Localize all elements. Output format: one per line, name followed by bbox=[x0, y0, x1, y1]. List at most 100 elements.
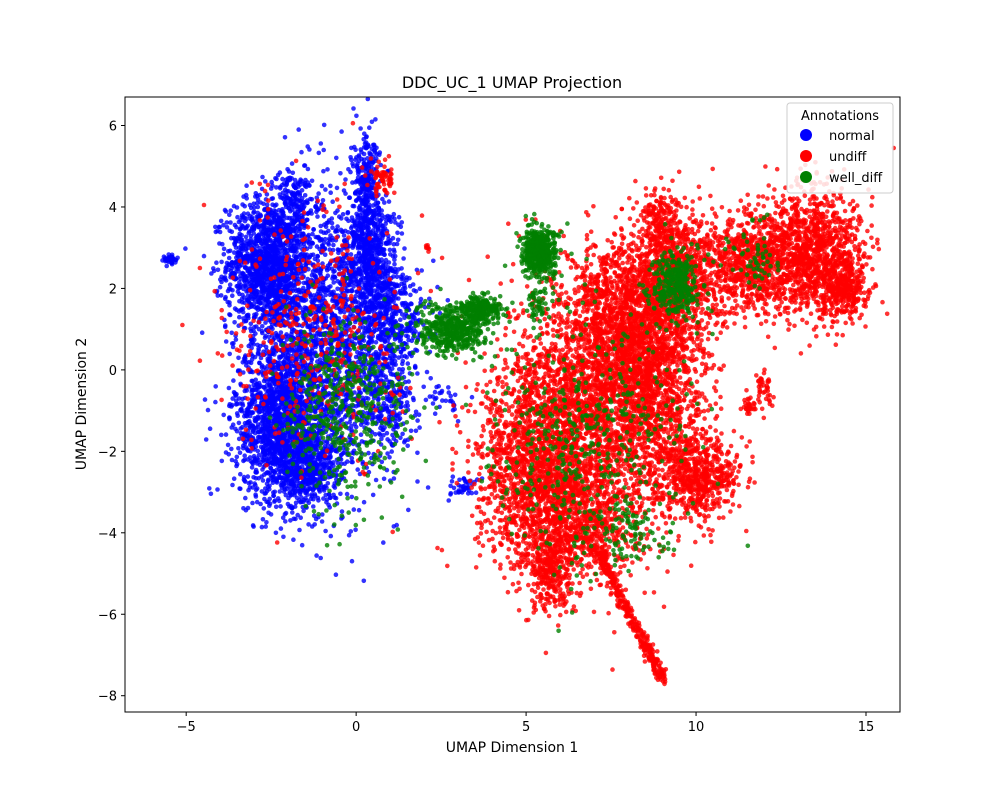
scatter-point bbox=[315, 214, 320, 219]
scatter-point bbox=[271, 417, 277, 423]
scatter-point bbox=[399, 231, 405, 236]
scatter-point bbox=[263, 344, 269, 350]
scatter-point bbox=[241, 211, 247, 216]
scatter-point bbox=[242, 218, 248, 224]
scatter-point bbox=[321, 288, 326, 293]
scatter-point bbox=[235, 413, 240, 419]
scatter-point bbox=[201, 253, 207, 259]
scatter-point bbox=[406, 507, 411, 513]
scatter-point bbox=[248, 458, 254, 464]
scatter-point bbox=[254, 291, 259, 296]
scatter-point bbox=[312, 409, 318, 414]
scatter-point bbox=[238, 426, 243, 431]
scatter-point bbox=[263, 240, 268, 246]
scatter-point bbox=[231, 378, 236, 383]
scatter-point bbox=[253, 487, 259, 493]
scatter-point bbox=[199, 330, 205, 336]
scatter-point bbox=[255, 448, 261, 454]
scatter-point bbox=[246, 481, 252, 486]
scatter-point bbox=[263, 179, 268, 184]
scatter-point bbox=[263, 486, 268, 491]
scatter-point bbox=[289, 329, 295, 335]
scatter-point bbox=[207, 486, 212, 491]
scatter-point bbox=[254, 305, 260, 310]
scatter-point bbox=[274, 292, 280, 298]
scatter-point bbox=[333, 572, 339, 577]
scatter-point bbox=[361, 499, 367, 505]
scatter-point bbox=[330, 238, 335, 243]
scatter-point bbox=[297, 305, 303, 310]
scatter-point bbox=[222, 324, 228, 330]
scatter-point bbox=[258, 383, 263, 388]
scatter-point bbox=[202, 397, 208, 402]
scatter-point bbox=[271, 490, 276, 495]
scatter-point bbox=[318, 141, 324, 146]
scatter-point bbox=[338, 171, 343, 176]
scatter-point bbox=[308, 294, 314, 300]
scatter-point bbox=[299, 149, 304, 155]
scatter-point bbox=[276, 207, 282, 213]
scatter-point bbox=[230, 344, 236, 350]
scatter-point bbox=[255, 272, 261, 278]
scatter-point bbox=[237, 280, 242, 285]
scatter-point bbox=[256, 476, 262, 481]
scatter-point bbox=[266, 334, 272, 340]
scatter-point bbox=[251, 231, 256, 236]
scatter-point bbox=[250, 429, 255, 435]
scatter-point bbox=[219, 458, 225, 464]
scatter-point bbox=[260, 324, 265, 329]
scatter-point bbox=[245, 223, 250, 229]
scatter-point bbox=[229, 457, 235, 463]
scatter-point bbox=[268, 285, 273, 290]
scatter-point bbox=[298, 252, 303, 258]
scatter-point bbox=[345, 210, 351, 215]
scatter-point bbox=[259, 524, 265, 530]
scatter-point bbox=[225, 442, 231, 448]
scatter-point bbox=[228, 208, 233, 213]
scatter-point bbox=[260, 419, 265, 424]
scatter-point bbox=[240, 396, 245, 402]
scatter-point bbox=[255, 210, 260, 216]
scatter-point bbox=[277, 421, 283, 426]
scatter-point bbox=[213, 224, 218, 230]
scatter-point bbox=[269, 376, 275, 382]
scatter-point bbox=[335, 279, 341, 284]
scatter-point bbox=[312, 297, 318, 303]
scatter-point bbox=[234, 454, 240, 460]
scatter-point bbox=[339, 509, 345, 514]
scatter-point bbox=[244, 445, 249, 450]
scatter-point bbox=[313, 204, 318, 210]
scatter-point bbox=[259, 414, 264, 420]
scatter-point bbox=[267, 501, 273, 506]
scatter-point bbox=[226, 452, 231, 457]
scatter-point bbox=[243, 234, 249, 240]
scatter-point bbox=[242, 265, 248, 271]
scatter-point bbox=[259, 364, 265, 370]
scatter-point bbox=[215, 293, 221, 298]
scatter-point bbox=[247, 270, 253, 276]
scatter-point bbox=[223, 278, 229, 283]
scatter-point bbox=[230, 482, 235, 488]
scatter-point bbox=[348, 529, 354, 534]
scatter-point bbox=[259, 232, 265, 237]
scatter-point bbox=[324, 220, 329, 226]
scatter-point bbox=[307, 147, 312, 152]
scatter-point bbox=[283, 510, 289, 516]
scatter-point bbox=[394, 522, 400, 528]
scatter-point bbox=[306, 285, 311, 290]
scatter-point bbox=[302, 298, 307, 304]
scatter-point bbox=[330, 199, 336, 204]
scatter-point bbox=[349, 558, 355, 564]
scatter-point bbox=[245, 313, 251, 319]
scatter-point bbox=[234, 224, 239, 230]
scatter-point bbox=[315, 258, 321, 264]
scatter-point bbox=[234, 284, 240, 289]
scatter-point bbox=[272, 208, 277, 213]
scatter-point bbox=[226, 385, 232, 391]
scatter-point bbox=[329, 220, 335, 226]
scatter-point bbox=[279, 401, 284, 406]
scatter-point bbox=[261, 270, 267, 276]
scatter-point bbox=[262, 207, 267, 213]
scatter-point bbox=[243, 283, 248, 288]
scatter-point bbox=[325, 167, 330, 172]
